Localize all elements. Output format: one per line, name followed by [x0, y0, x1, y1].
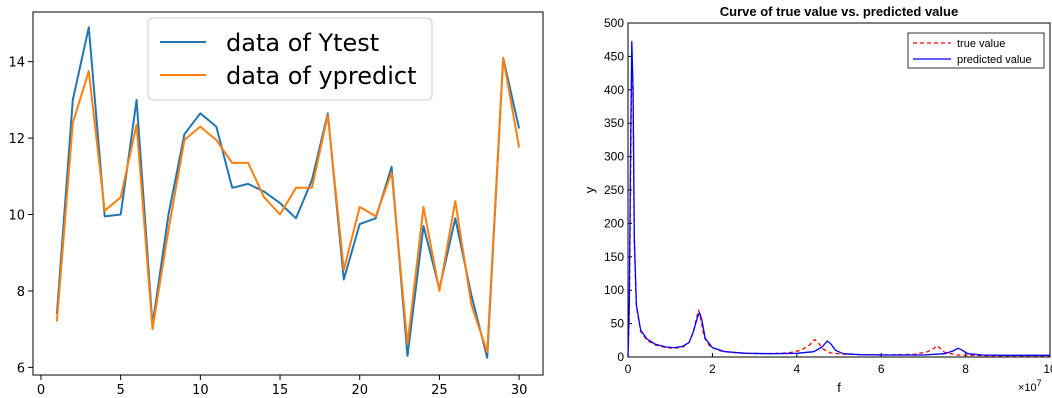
legend-label-true-value: true value — [957, 38, 1005, 50]
left-x-tick-label: 30 — [511, 383, 528, 398]
right-series-line-1 — [627, 41, 1050, 358]
left-x-tick-label: 20 — [351, 383, 368, 398]
left-legend-box — [147, 17, 433, 101]
right-y-axis-label: y — [582, 186, 597, 193]
left-y-tick-label: 14 — [8, 56, 25, 71]
right-legend: true value predicted value — [907, 32, 1045, 69]
left-series — [55, 26, 521, 359]
left-x-tick-label: 10 — [192, 383, 209, 398]
right-x-tick-label: 10 — [1043, 362, 1052, 376]
left-x-ticks: 0 5 10 15 20 25 30 — [37, 375, 528, 398]
right-x-tick-label: 4 — [793, 362, 800, 376]
right-plot-frame — [627, 22, 1051, 358]
left-x-tick-label: 0 — [37, 383, 45, 398]
left-chart: 0 5 10 15 20 25 30 6 8 10 12 14 data of Ytest data… — [8, 11, 544, 398]
legend-label-ypredict: data of ypredict — [226, 62, 417, 90]
left-y-ticks: 6 8 10 12 14 — [8, 56, 33, 376]
right-y-tick-label: 100 — [604, 283, 624, 297]
left-x-tick-label: 15 — [272, 383, 289, 398]
right-y-tick-label: 400 — [604, 83, 624, 97]
right-chart: Curve of true value vs. predicted value … — [582, 4, 1052, 395]
right-x-tick-label: 0 — [625, 362, 632, 376]
right-x-tick-label: 6 — [878, 362, 885, 376]
left-series-line-1 — [55, 56, 521, 354]
left-legend: data of Ytest data of ypredict — [147, 17, 433, 101]
right-y-ticks: 0 50 100 150 200 250 300 350 400 450 500 — [604, 16, 632, 364]
right-series — [627, 41, 1050, 358]
right-y-tick-label: 300 — [604, 150, 624, 164]
right-y-tick-label: 0 — [617, 350, 624, 364]
left-x-tick-label: 5 — [117, 383, 125, 398]
right-y-tick-label: 350 — [604, 116, 624, 130]
left-y-tick-label: 8 — [17, 285, 25, 300]
right-x-tick-label: 8 — [962, 362, 969, 376]
right-y-tick-label: 200 — [604, 216, 624, 230]
right-y-tick-label: 450 — [604, 49, 624, 63]
right-chart-title: Curve of true value vs. predicted value — [720, 4, 958, 19]
left-y-tick-label: 6 — [17, 361, 25, 376]
right-y-tick-label: 250 — [604, 183, 624, 197]
legend-label-predicted-value: predicted value — [957, 54, 1032, 66]
legend-label-ytest: data of Ytest — [226, 29, 379, 57]
left-y-tick-label: 10 — [8, 209, 25, 224]
right-y-tick-label: 150 — [604, 250, 624, 264]
right-x-exponent: ×107 — [1018, 378, 1042, 394]
right-y-tick-label: 50 — [611, 317, 625, 331]
right-legend-box — [907, 32, 1045, 69]
right-y-tick-label: 500 — [604, 16, 624, 30]
left-x-tick-label: 25 — [431, 383, 448, 398]
left-y-tick-label: 12 — [8, 132, 25, 147]
right-x-axis-label: f — [837, 380, 841, 395]
right-x-tick-label: 2 — [709, 362, 716, 376]
